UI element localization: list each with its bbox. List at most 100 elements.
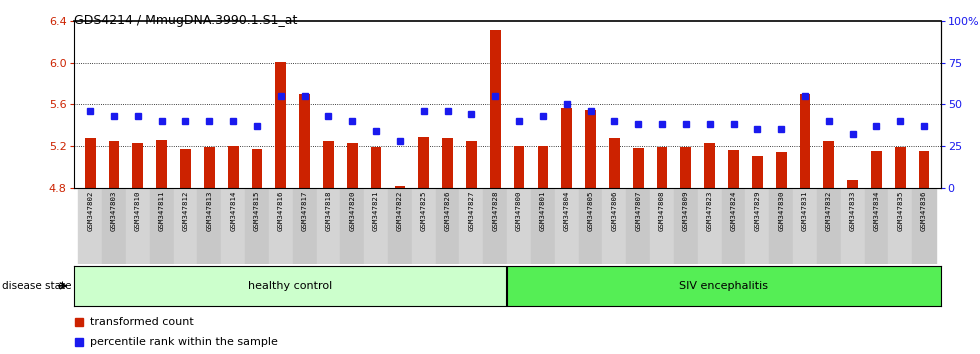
Bar (871, 151, 882, 188)
Text: GSM347818: GSM347818 (325, 191, 331, 231)
Bar (585, 110, 596, 188)
Bar (776, 152, 787, 188)
Bar (323, 141, 334, 188)
Bar (269, 188, 293, 264)
Bar (705, 143, 715, 188)
Bar (728, 150, 739, 188)
Bar (490, 30, 501, 188)
Bar (895, 147, 906, 188)
Bar (752, 156, 762, 188)
Bar (555, 188, 578, 264)
Bar (132, 143, 143, 188)
Bar (626, 188, 650, 264)
Bar (514, 146, 524, 188)
Text: GSM347836: GSM347836 (921, 191, 927, 231)
Bar (293, 188, 317, 264)
Bar (562, 108, 572, 188)
Text: GSM347806: GSM347806 (612, 191, 617, 231)
Bar (204, 147, 215, 188)
Bar (912, 188, 936, 264)
Bar (252, 149, 263, 188)
Bar (197, 188, 221, 264)
Bar (674, 188, 698, 264)
Bar (823, 141, 834, 188)
Bar (173, 188, 197, 264)
Bar (698, 188, 721, 264)
Bar (347, 143, 358, 188)
Text: GSM347829: GSM347829 (755, 191, 760, 231)
Text: healthy control: healthy control (248, 281, 332, 291)
Bar (603, 188, 626, 264)
Text: GSM347820: GSM347820 (349, 191, 356, 231)
Bar (388, 188, 412, 264)
Bar (109, 141, 120, 188)
Text: GSM347810: GSM347810 (135, 191, 141, 231)
Bar (436, 188, 460, 264)
Text: GSM347821: GSM347821 (373, 191, 379, 231)
Bar (483, 188, 508, 264)
Bar (633, 148, 644, 188)
Text: GSM347835: GSM347835 (898, 191, 904, 231)
Bar (275, 62, 286, 188)
Text: GSM347811: GSM347811 (159, 191, 165, 231)
Bar (889, 188, 912, 264)
Bar (817, 188, 841, 264)
Text: SIV encephalitis: SIV encephalitis (679, 281, 768, 291)
Bar (442, 138, 453, 188)
Text: GSM347823: GSM347823 (707, 191, 712, 231)
Bar (78, 188, 102, 264)
Text: GSM347804: GSM347804 (564, 191, 569, 231)
Bar (800, 94, 810, 188)
Bar (657, 147, 667, 188)
Text: GSM347809: GSM347809 (683, 191, 689, 231)
Text: GSM347802: GSM347802 (87, 191, 93, 231)
Text: GSM347817: GSM347817 (302, 191, 308, 231)
Bar (102, 188, 125, 264)
Text: GSM347833: GSM347833 (850, 191, 856, 231)
Bar (245, 188, 269, 264)
Text: GSM347816: GSM347816 (277, 191, 284, 231)
Text: GSM347832: GSM347832 (826, 191, 832, 231)
Bar (793, 188, 817, 264)
Bar (365, 188, 388, 264)
Text: GSM347828: GSM347828 (492, 191, 498, 231)
Bar (864, 188, 889, 264)
Bar (650, 188, 674, 264)
Bar (227, 146, 238, 188)
Text: GSM347825: GSM347825 (420, 191, 426, 231)
Bar (340, 188, 365, 264)
Bar (841, 188, 864, 264)
Bar (460, 188, 483, 264)
Bar (508, 188, 531, 264)
Bar (537, 146, 548, 188)
Bar (418, 137, 429, 188)
Text: GSM347803: GSM347803 (111, 191, 117, 231)
Bar (299, 94, 310, 188)
Bar (221, 188, 245, 264)
Text: GSM347827: GSM347827 (468, 191, 474, 231)
Bar (370, 147, 381, 188)
Text: GDS4214 / MmugDNA.3990.1.S1_at: GDS4214 / MmugDNA.3990.1.S1_at (74, 14, 297, 27)
Text: GSM347831: GSM347831 (802, 191, 808, 231)
Bar (746, 188, 769, 264)
Bar (125, 188, 150, 264)
Text: GSM347808: GSM347808 (659, 191, 665, 231)
Bar (769, 188, 793, 264)
Bar (721, 188, 746, 264)
Bar (508, 266, 941, 306)
Text: GSM347830: GSM347830 (778, 191, 784, 231)
Bar (680, 147, 691, 188)
Text: GSM347834: GSM347834 (873, 191, 879, 231)
Text: GSM347800: GSM347800 (516, 191, 522, 231)
Text: GSM347805: GSM347805 (588, 191, 594, 231)
Text: percentile rank within the sample: percentile rank within the sample (90, 337, 278, 347)
Bar (412, 188, 436, 264)
Bar (150, 188, 173, 264)
Bar (395, 185, 406, 188)
Text: GSM347813: GSM347813 (207, 191, 213, 231)
Bar (180, 149, 191, 188)
Text: GSM347824: GSM347824 (730, 191, 737, 231)
Bar (466, 141, 477, 188)
Bar (317, 188, 340, 264)
Text: GSM347826: GSM347826 (445, 191, 451, 231)
